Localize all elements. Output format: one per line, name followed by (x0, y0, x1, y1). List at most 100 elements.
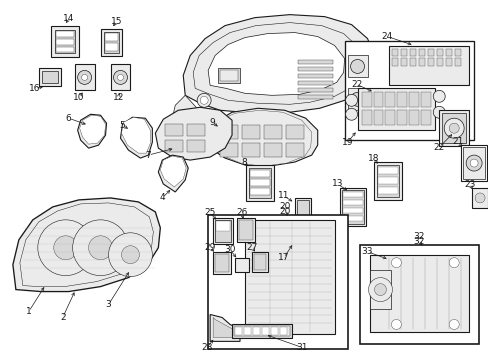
Bar (392, 58, 398, 67)
Bar (239, 220, 252, 240)
Polygon shape (78, 114, 106, 148)
Bar (369, 270, 390, 310)
Bar (347, 88, 367, 110)
Text: 11: 11 (278, 192, 289, 201)
Bar (244, 220, 334, 334)
Bar (446, 58, 451, 67)
Circle shape (38, 220, 93, 276)
Circle shape (474, 193, 484, 203)
Circle shape (448, 123, 458, 133)
Bar (454, 58, 460, 67)
Bar (101, 28, 122, 57)
Bar (421, 110, 430, 125)
Polygon shape (155, 107, 232, 160)
Text: 29: 29 (204, 243, 215, 252)
Bar (215, 254, 228, 272)
Bar (237, 218, 254, 242)
Text: 14: 14 (63, 14, 74, 23)
Bar (361, 110, 371, 125)
Bar (454, 49, 460, 57)
Circle shape (448, 319, 458, 329)
Bar (252, 328, 260, 336)
Bar (296, 200, 308, 226)
Bar (244, 328, 250, 336)
Circle shape (121, 246, 139, 264)
Polygon shape (349, 53, 371, 97)
Bar (56, 39, 74, 45)
Bar (438, 110, 468, 146)
Bar (297, 60, 332, 64)
Circle shape (81, 75, 87, 80)
Text: 3: 3 (105, 300, 111, 309)
Bar (397, 92, 407, 107)
Bar (436, 58, 442, 67)
Bar (51, 26, 79, 58)
Polygon shape (210, 315, 240, 341)
Bar (104, 32, 118, 41)
Bar (427, 58, 433, 67)
Bar (373, 92, 383, 107)
Bar (264, 125, 281, 139)
Bar (235, 258, 248, 272)
Circle shape (374, 284, 386, 296)
Circle shape (350, 92, 364, 106)
Text: 33: 33 (361, 247, 372, 256)
Polygon shape (172, 95, 200, 135)
Bar (104, 42, 118, 50)
Text: 13: 13 (331, 180, 343, 189)
Bar (462, 147, 484, 179)
Bar (215, 220, 230, 242)
Bar (216, 221, 229, 231)
Text: 20: 20 (279, 207, 290, 216)
Circle shape (54, 236, 78, 260)
Bar (359, 245, 478, 345)
Bar (297, 67, 332, 71)
Bar (347, 55, 367, 77)
Text: 32: 32 (413, 237, 424, 246)
Text: 15: 15 (110, 17, 122, 26)
Bar (220, 125, 238, 139)
Bar (208, 215, 347, 349)
Bar (187, 124, 205, 136)
Bar (285, 125, 303, 139)
Bar (401, 58, 407, 67)
Bar (419, 58, 425, 67)
Bar (165, 124, 183, 136)
Bar (294, 198, 310, 228)
Bar (55, 30, 75, 54)
Text: 21: 21 (451, 137, 463, 146)
Text: 2: 2 (60, 313, 65, 322)
Bar (409, 58, 415, 67)
Bar (248, 168, 270, 198)
Bar (297, 95, 332, 99)
Circle shape (443, 118, 463, 138)
Bar (39, 68, 61, 86)
Bar (471, 188, 487, 208)
Circle shape (390, 319, 401, 329)
Bar (251, 252, 267, 272)
Bar (421, 92, 430, 107)
Polygon shape (13, 198, 160, 292)
Bar (249, 188, 269, 195)
Bar (270, 328, 277, 336)
Text: 20: 20 (279, 202, 290, 211)
Bar (232, 324, 291, 338)
Circle shape (73, 220, 128, 276)
Bar (408, 110, 419, 125)
Bar (249, 179, 269, 186)
Bar (213, 218, 233, 244)
Circle shape (200, 96, 208, 104)
Text: 31: 31 (295, 343, 307, 352)
Bar (342, 208, 362, 213)
Polygon shape (213, 110, 311, 166)
Text: 19: 19 (341, 138, 353, 147)
Bar (213, 252, 230, 274)
Bar (220, 71, 238, 81)
Bar (378, 167, 398, 174)
Bar (339, 188, 365, 226)
Polygon shape (193, 23, 361, 104)
Bar (220, 143, 238, 157)
Bar (460, 145, 486, 181)
Text: 12: 12 (113, 93, 124, 102)
Circle shape (432, 106, 444, 118)
